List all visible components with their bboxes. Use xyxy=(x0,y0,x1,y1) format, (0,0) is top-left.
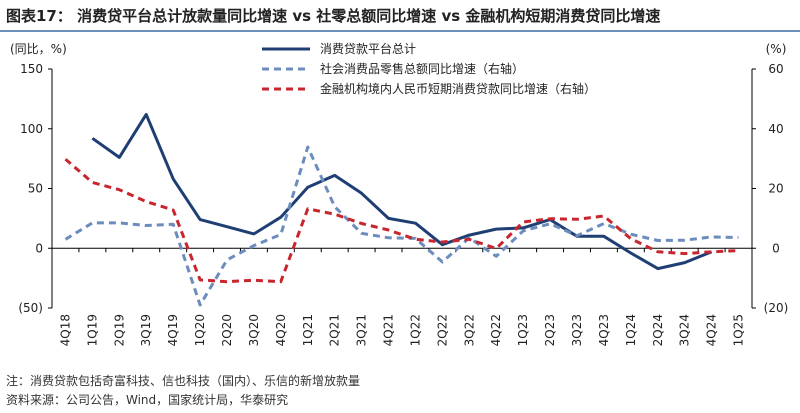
x-axis-tick-label: 3Q19 xyxy=(139,314,153,346)
tick-labels: 150 100 50 0 (50) 60 40 20 0 (20) (同比，%) (%) 4Q18 1Q1… xyxy=(10,42,788,346)
x-axis-tick-label: 2Q20 xyxy=(220,314,234,346)
x-axis-tick-label: 4Q18 xyxy=(58,314,72,346)
x-axis-tick-label: 3Q21 xyxy=(355,314,369,346)
x-axis-tick-label: 1Q21 xyxy=(301,314,315,346)
series-line-3 xyxy=(64,158,739,284)
x-axis-tick-label: 1Q19 xyxy=(85,314,99,346)
x-axis-tick-label: 4Q20 xyxy=(274,314,288,346)
x-axis-tick-label: 2Q21 xyxy=(328,314,342,346)
x-axis-tick-label: 1Q22 xyxy=(408,314,422,346)
source-note: 资料来源：公司公告，Wind，国家统计局，华泰研究 xyxy=(6,393,289,407)
left-axis-tick-label: 100 xyxy=(20,122,43,136)
right-axis-tick-label: 40 xyxy=(768,122,783,136)
x-axis-tick-label: 1Q23 xyxy=(516,314,530,346)
chart-title: 图表17： 消费贷平台总计放款量同比增速 vs 社零总额同比增速 vs 金融机构… xyxy=(6,7,661,25)
legend-label-2: 社会消费品零售总额同比增速（右轴） xyxy=(320,61,524,76)
x-axis-tick-label: 2Q24 xyxy=(651,314,665,346)
x-axis-tick-label: 2Q19 xyxy=(112,314,126,346)
series-line-1 xyxy=(91,112,713,271)
series-lines xyxy=(64,112,739,307)
footnote: 注：消费贷款包括奇富科技、信也科技（国内）、乐信的新增放款量 xyxy=(6,374,361,388)
x-axis-tick-label: 4Q22 xyxy=(489,314,503,346)
x-axis-tick-label: 3Q23 xyxy=(570,314,584,346)
title-divider xyxy=(0,30,800,32)
x-axis-tick-label: 2Q23 xyxy=(543,314,557,346)
x-axis-tick-label: 3Q22 xyxy=(462,314,476,346)
x-axis-tick-label: 4Q24 xyxy=(705,314,719,346)
left-axis-unit: (同比，%) xyxy=(10,42,67,56)
right-axis-tick-label: 0 xyxy=(772,241,780,255)
x-axis-tick-label: 4Q21 xyxy=(382,314,396,346)
right-axis-tick-label: (20) xyxy=(764,301,789,315)
x-axis-tick-label: 2Q22 xyxy=(435,314,449,346)
x-axis-tick-label: 3Q24 xyxy=(678,314,692,346)
right-axis-unit: (%) xyxy=(766,42,787,56)
legend-label-3: 金融机构境内人民币短期消费贷款同比增速（右轴） xyxy=(320,81,596,96)
x-axis-tick-label: 4Q19 xyxy=(166,314,180,346)
left-axis-tick-label: 150 xyxy=(20,62,43,76)
x-axis-tick-label: 1Q25 xyxy=(732,314,746,346)
left-axis-tick-label: 50 xyxy=(28,182,43,196)
legend-label-1: 消费贷款平台总计 xyxy=(320,41,416,56)
x-axis-tick-label: 3Q20 xyxy=(247,314,261,346)
right-axis-tick-label: 60 xyxy=(768,62,783,76)
right-axis-tick-label: 20 xyxy=(768,182,783,196)
left-axis-tick-label: 0 xyxy=(35,241,43,255)
axes xyxy=(48,68,756,309)
x-axis-tick-label: 1Q20 xyxy=(193,314,207,346)
left-axis-tick-label: (50) xyxy=(18,301,43,315)
x-axis-tick-label: 1Q24 xyxy=(624,314,638,346)
series-line-2 xyxy=(64,145,739,307)
x-axis-tick-label: 4Q23 xyxy=(597,314,611,346)
